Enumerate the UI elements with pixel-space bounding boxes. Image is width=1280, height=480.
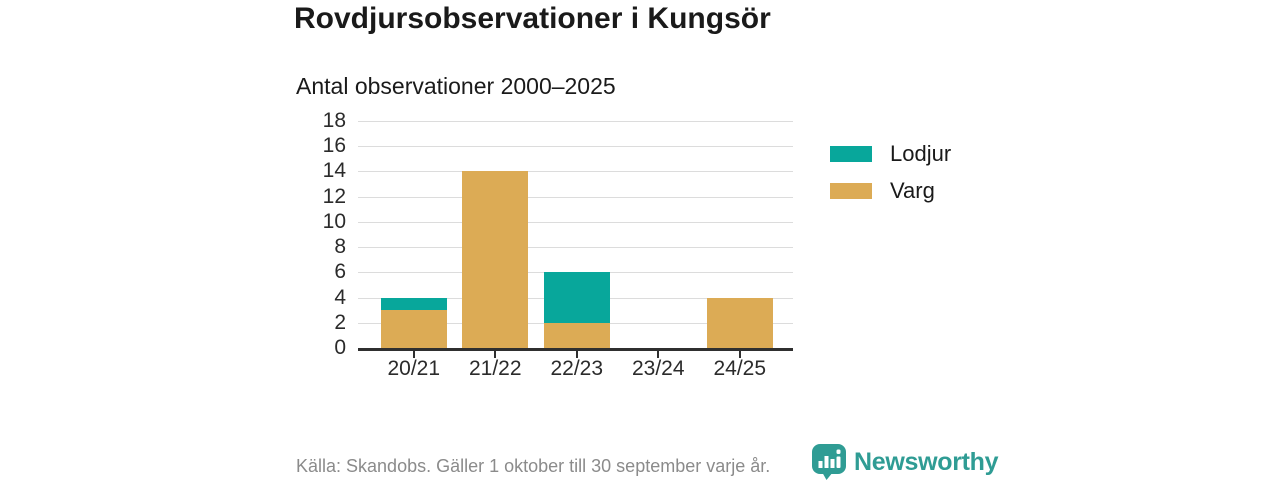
- bar-segment-varg-20/21: [380, 310, 447, 348]
- bar-segment-varg-22/23: [543, 322, 610, 348]
- y-tick-label: 16: [322, 134, 346, 158]
- y-axis: 0 2 4 6 8 10 12 14 16 18: [276, 110, 346, 359]
- bar-segment-varg-24/25: [706, 297, 773, 348]
- gridline: [358, 196, 793, 198]
- x-tick-mark: [657, 351, 660, 358]
- brand-logo: Newsworthy: [812, 444, 999, 480]
- legend-swatch-lodjur: [830, 146, 872, 162]
- x-tick-label: 20/21: [387, 357, 441, 380]
- plot-area: [358, 121, 793, 358]
- gridline: [358, 171, 793, 173]
- y-tick-label: 2: [334, 310, 346, 334]
- x-tick-mark: [412, 351, 415, 358]
- y-tick-label: 18: [322, 109, 346, 132]
- x-tick-label: 24/25: [713, 357, 767, 380]
- gridline: [358, 121, 793, 122]
- gridline: [358, 221, 793, 223]
- y-tick-label: 14: [322, 159, 346, 183]
- bar-segment-lodjur-22/23: [543, 272, 610, 323]
- legend: Lodjur Varg: [830, 143, 951, 202]
- page-title: Rovdjursobservationer i Kungsör: [294, 2, 771, 35]
- x-tick-label: 22/23: [550, 357, 604, 380]
- y-tick-label: 0: [334, 336, 346, 359]
- brand-name: Newsworthy: [854, 447, 999, 476]
- chart-subtitle: Antal observationer 2000–2025: [296, 73, 616, 99]
- bar-segment-lodjur-20/21: [380, 297, 447, 311]
- y-tick-label: 4: [334, 285, 346, 309]
- gridline: [358, 146, 793, 148]
- x-tick-mark: [738, 351, 741, 358]
- x-axis: 20/21 21/22 22/23 23/24 24/25: [358, 357, 793, 385]
- legend-item-lodjur: Lodjur: [830, 143, 951, 165]
- y-tick-label: 8: [334, 235, 346, 259]
- legend-swatch-varg: [830, 183, 872, 199]
- x-tick-label: 23/24: [631, 357, 685, 380]
- legend-item-varg: Varg: [830, 180, 951, 202]
- bar-segment-varg-21/22: [462, 171, 529, 348]
- y-tick-label: 6: [334, 260, 346, 284]
- gridline: [358, 247, 793, 249]
- x-tick-label: 21/22: [468, 357, 522, 380]
- legend-label: Varg: [890, 178, 935, 203]
- y-tick-label: 10: [322, 209, 346, 233]
- legend-label: Lodjur: [890, 141, 952, 166]
- x-tick-mark: [494, 351, 497, 358]
- y-tick-label: 12: [322, 184, 346, 208]
- source-note: Källa: Skandobs. Gäller 1 oktober till 3…: [296, 456, 771, 476]
- newsworthy-logo-icon: [812, 444, 846, 480]
- x-tick-mark: [575, 351, 578, 358]
